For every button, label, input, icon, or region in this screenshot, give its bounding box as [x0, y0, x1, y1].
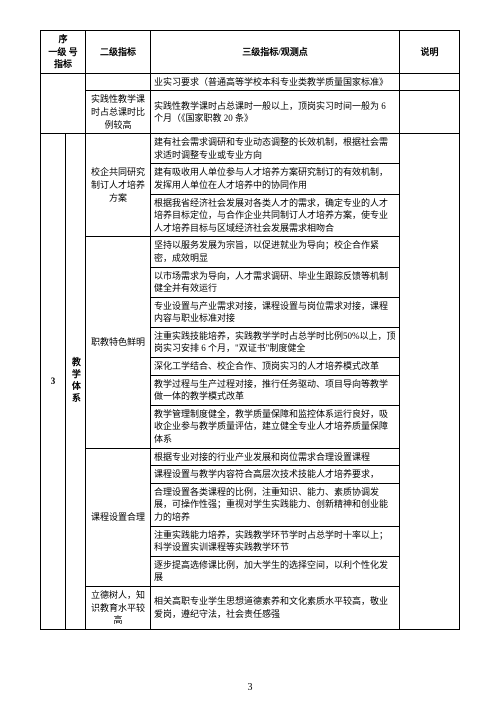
header-col2: 二级指标 — [86, 31, 151, 74]
level1-title: 教学体系 — [66, 134, 86, 630]
note-cell — [400, 134, 460, 630]
cell: 深化工学结合、校企合作、顶岗实习的人才培养模式改革 — [151, 358, 400, 376]
level1-num: 3 — [41, 134, 66, 630]
level2-title: 立德树人，知识教育水平较高 — [86, 586, 151, 629]
cell: 以市场需求为导向，人才需求调研、毕业生跟踪反馈等机制健全并有效运行 — [151, 267, 400, 297]
cell: 教学管理制度健全，教学质量保障和监控体系运行良好，吸收企业参与教学质量评估，建立… — [151, 405, 400, 448]
cell: 注重实践技能培养，实践教学学时占总学时比例50%以上，顶岗实习安排 6 个月，"… — [151, 327, 400, 357]
header-col1: 序 一级 号 指标 — [41, 31, 86, 74]
cell — [400, 91, 460, 134]
cell — [86, 73, 151, 91]
level2-title: 职教特色鲜明 — [86, 237, 151, 448]
cell: 业实习要求（普通高等学校本科专业类教学质量国家标准》 — [151, 73, 400, 91]
cell: 实践性教学课时占总课时一般以上，顶岗实习时间一般为 6 个月（《国家职教 20 … — [151, 91, 400, 134]
cell: 课程设置与教学内容符合高层次技术技能人才培养要求， — [151, 466, 400, 484]
cell: 专业设置与产业需求对接，课程设置与岗位需求对接，课程内容与职业标准对接 — [151, 297, 400, 327]
page-number: 3 — [0, 682, 500, 693]
level2-title: 校企共同研究制订人才培养方案 — [86, 134, 151, 237]
cell: 注重实践能力培养，实践教学环节学时占总学时十率以上；科学设置实训课程等实践教学环… — [151, 526, 400, 556]
cell: 根据专业对接的行业产业发展和岗位需求合理设置课程 — [151, 448, 400, 466]
prev-section-cell — [41, 73, 86, 133]
cell: 逐步提高选修课比例，加大学生的选择空间，以利个性化发展 — [151, 556, 400, 586]
cell — [400, 73, 460, 91]
header-col4: 说明 — [400, 31, 460, 74]
cell: 建有吸收用人单位参与人才培养方案研究制订的有效机制，发挥用人单位在人才培养中的协… — [151, 164, 400, 194]
cell: 实践性教学课时占总课时比例较高 — [86, 91, 151, 134]
indicator-table: 序 一级 号 指标 二级指标 三级指标/观测点 说明 业实习要求（普通高等学校本… — [40, 30, 460, 630]
header-col3: 三级指标/观测点 — [151, 31, 400, 74]
cell: 建有社会需求调研和专业动态调整的长效机制，根据社会需求适时调整专业或专业方向 — [151, 134, 400, 164]
cell: 根据我省经济社会发展对各类人才的需求，确定专业的人才培养目标定位，与合作企业共同… — [151, 194, 400, 237]
cell: 坚持以服务发展为宗旨，以促进就业为导向；校企合作紧密，成效明显 — [151, 237, 400, 267]
level2-title: 课程设置合理 — [86, 448, 151, 586]
cell: 合理设置各类课程的比例，注重知识、能力、素质协调发展，可操作性强；重视对学生实践… — [151, 483, 400, 526]
cell: 教学过程与生产过程对接，推行任务驱动、项目导向等教学做一体的教学模式改革 — [151, 375, 400, 405]
cell: 相关高职专业学生思想道德素养和文化素质水平较高，敬业爱岗，遵纪守法，社会责任感强 — [151, 586, 400, 629]
